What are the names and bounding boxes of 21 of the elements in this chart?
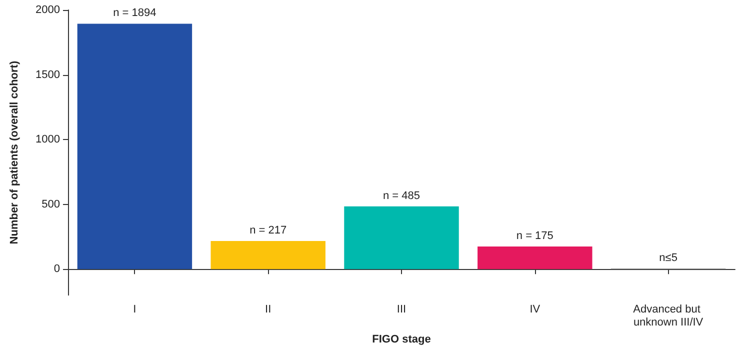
- y-tick-label: 2000: [36, 4, 60, 16]
- data-label: n = 1894: [113, 7, 156, 20]
- y-tick-label: 1000: [36, 134, 60, 146]
- bar: [210, 241, 326, 270]
- y-tick-label: 500: [42, 198, 60, 210]
- x-tick-label: III: [396, 304, 406, 316]
- data-label: n = 217: [250, 224, 287, 237]
- data-label: n = 485: [382, 190, 420, 202]
- bar: [77, 24, 192, 270]
- y-tick-label: 1500: [36, 68, 60, 81]
- y-axis-title: Number of patients (overall cohort): [8, 60, 20, 244]
- bar: [478, 246, 592, 270]
- x-axis-title: FIGO stage: [372, 334, 431, 346]
- x-tick-label: II: [265, 304, 272, 316]
- bar: [344, 206, 459, 270]
- x-tick-label: IV: [530, 304, 541, 316]
- x-tick-label: I: [133, 304, 136, 316]
- data-label: n = 175: [516, 230, 554, 242]
- x-tick-label: Advanced but unknown III/IV: [633, 304, 704, 329]
- data-label: n≤5: [659, 252, 678, 264]
- y-tick-label: 0: [54, 263, 60, 276]
